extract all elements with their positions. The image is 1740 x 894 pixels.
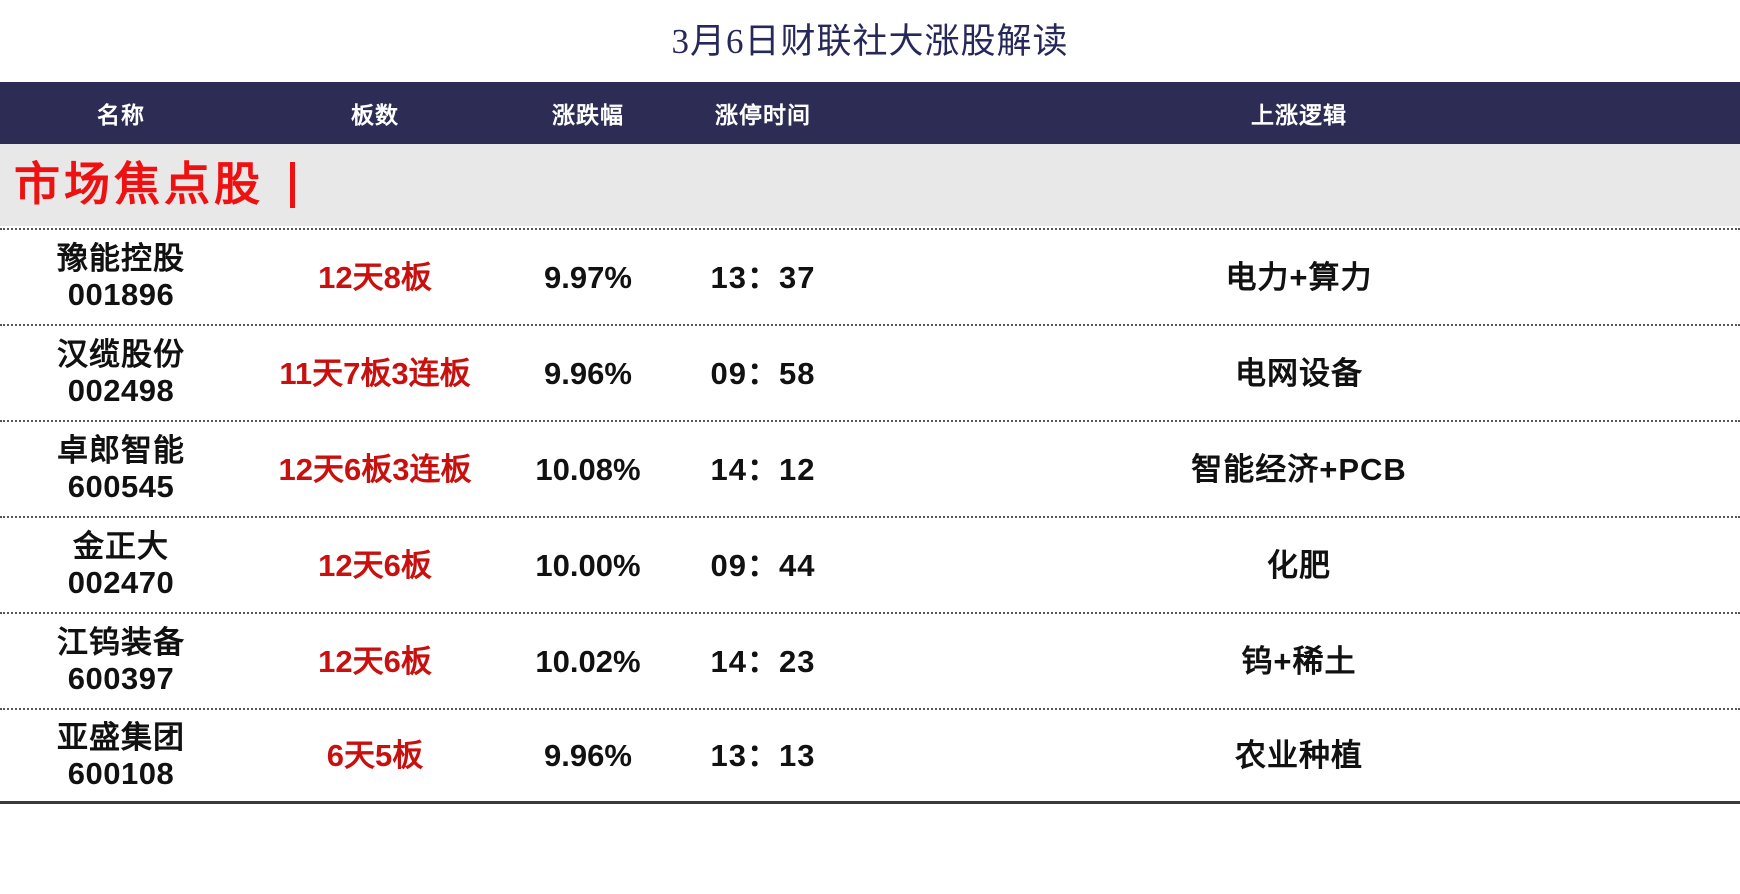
table-row[interactable]: 豫能控股 001896 12天8板 9.97% 13：37 电力+算力 — [0, 228, 1740, 324]
stock-name: 亚盛集团 — [57, 719, 185, 755]
page-title: 3月6日财联社大涨股解读 — [671, 21, 1069, 61]
board-count: 11天7板3连板 — [279, 355, 471, 391]
rise-logic: 智能经济+PCB — [1191, 451, 1407, 487]
limit-up-time: 14：12 — [710, 451, 816, 487]
cell-name: 卓郎智能 600545 — [0, 433, 242, 504]
table-row[interactable]: 金正大 002470 12天6板 10.00% 09：44 化肥 — [0, 516, 1740, 612]
section-title: 市场焦点股 — [0, 162, 295, 208]
stock-name: 卓郎智能 — [57, 433, 185, 469]
rise-logic: 钨+稀土 — [1241, 643, 1357, 679]
cell-name: 金正大 002470 — [0, 529, 242, 600]
cell-pct: 9.97% — [508, 262, 668, 293]
stock-code: 600397 — [67, 661, 175, 696]
cell-board: 6天5板 — [242, 740, 508, 771]
cell-logic: 农业种植 — [858, 740, 1740, 771]
board-count: 12天8板 — [318, 259, 432, 295]
change-percent: 9.97% — [544, 259, 632, 295]
limit-up-time: 09：44 — [710, 547, 816, 583]
cell-board: 12天8板 — [242, 262, 508, 293]
board-count: 6天5板 — [326, 738, 424, 773]
cell-time: 13：13 — [668, 740, 858, 771]
column-header-name: 名称 — [97, 102, 145, 128]
column-header-board: 板数 — [351, 102, 399, 128]
table-row[interactable]: 亚盛集团 600108 6天5板 9.96% 13：13 农业种植 — [0, 708, 1740, 804]
change-percent: 9.96% — [544, 738, 632, 773]
cell-time: 13：37 — [668, 262, 858, 293]
table-row[interactable]: 卓郎智能 600545 12天6板3连板 10.08% 14：12 智能经济+PCB — [0, 420, 1740, 516]
cell-logic: 化肥 — [858, 550, 1740, 581]
cell-board: 11天7板3连板 — [242, 358, 508, 389]
cell-board: 12天6板3连板 — [242, 454, 508, 485]
stock-code: 600545 — [67, 469, 175, 504]
rise-logic: 电网设备 — [1235, 355, 1363, 391]
cell-name: 亚盛集团 600108 — [0, 720, 242, 791]
section-header-row: 市场焦点股 — [0, 144, 1740, 228]
column-header-logic: 上涨逻辑 — [1251, 102, 1347, 128]
rise-logic: 电力+算力 — [1225, 259, 1373, 295]
limit-up-time: 13：37 — [710, 259, 816, 295]
cell-pct: 10.08% — [508, 454, 668, 485]
change-percent: 10.00% — [535, 547, 641, 583]
stock-name: 豫能控股 — [57, 241, 185, 277]
rise-logic: 农业种植 — [1235, 738, 1363, 773]
limit-up-time: 13：13 — [710, 738, 816, 773]
cell-pct: 10.02% — [508, 646, 668, 677]
table-header-row: 名称 板数 涨跌幅 涨停时间 上涨逻辑 — [0, 82, 1740, 144]
stock-code: 002498 — [67, 373, 175, 408]
cell-time: 14：23 — [668, 646, 858, 677]
cell-pct: 10.00% — [508, 550, 668, 581]
cell-name: 江钨装备 600397 — [0, 625, 242, 696]
title-bar: 3月6日财联社大涨股解读 — [0, 0, 1740, 82]
stock-name: 汉缆股份 — [57, 337, 185, 373]
stock-name: 江钨装备 — [57, 625, 185, 661]
section-title-label: 市场焦点股 — [14, 159, 264, 210]
cell-logic: 智能经济+PCB — [858, 454, 1740, 485]
cell-time: 09：58 — [668, 358, 858, 389]
stock-name: 金正大 — [73, 529, 169, 565]
table-body: 豫能控股 001896 12天8板 9.97% 13：37 电力+算力汉缆股份 002498… — [0, 228, 1740, 804]
cell-time: 09：44 — [668, 550, 858, 581]
cell-pct: 9.96% — [508, 740, 668, 771]
board-count: 12天6板 — [318, 547, 432, 583]
cell-board: 12天6板 — [242, 646, 508, 677]
limit-up-time: 09：58 — [710, 355, 816, 391]
stock-code: 001896 — [67, 277, 175, 312]
cell-board: 12天6板 — [242, 550, 508, 581]
cell-pct: 9.96% — [508, 358, 668, 389]
cell-name: 汉缆股份 002498 — [0, 337, 242, 408]
table-row[interactable]: 汉缆股份 002498 11天7板3连板 9.96% 09：58 电网设备 — [0, 324, 1740, 420]
column-header-pct: 涨跌幅 — [552, 102, 624, 128]
cell-logic: 钨+稀土 — [858, 646, 1740, 677]
cell-time: 14：12 — [668, 454, 858, 485]
stock-code: 600108 — [67, 755, 175, 791]
change-percent: 10.08% — [535, 451, 641, 487]
board-count: 12天6板3连板 — [278, 451, 472, 487]
board-count: 12天6板 — [318, 643, 432, 679]
table-row[interactable]: 江钨装备 600397 12天6板 10.02% 14：23 钨+稀土 — [0, 612, 1740, 708]
column-header-time: 涨停时间 — [715, 102, 811, 128]
stock-code: 002470 — [67, 565, 175, 600]
rise-logic: 化肥 — [1267, 547, 1331, 583]
change-percent: 10.02% — [535, 643, 641, 679]
limit-up-time: 14：23 — [710, 643, 816, 679]
stock-table: 名称 板数 涨跌幅 涨停时间 上涨逻辑 市场焦点股 豫能控股 001896 12天8… — [0, 82, 1740, 804]
cell-name: 豫能控股 001896 — [0, 241, 242, 312]
section-divider-bar — [290, 162, 295, 208]
change-percent: 9.96% — [544, 355, 632, 391]
cell-logic: 电网设备 — [858, 358, 1740, 389]
cell-logic: 电力+算力 — [858, 262, 1740, 293]
